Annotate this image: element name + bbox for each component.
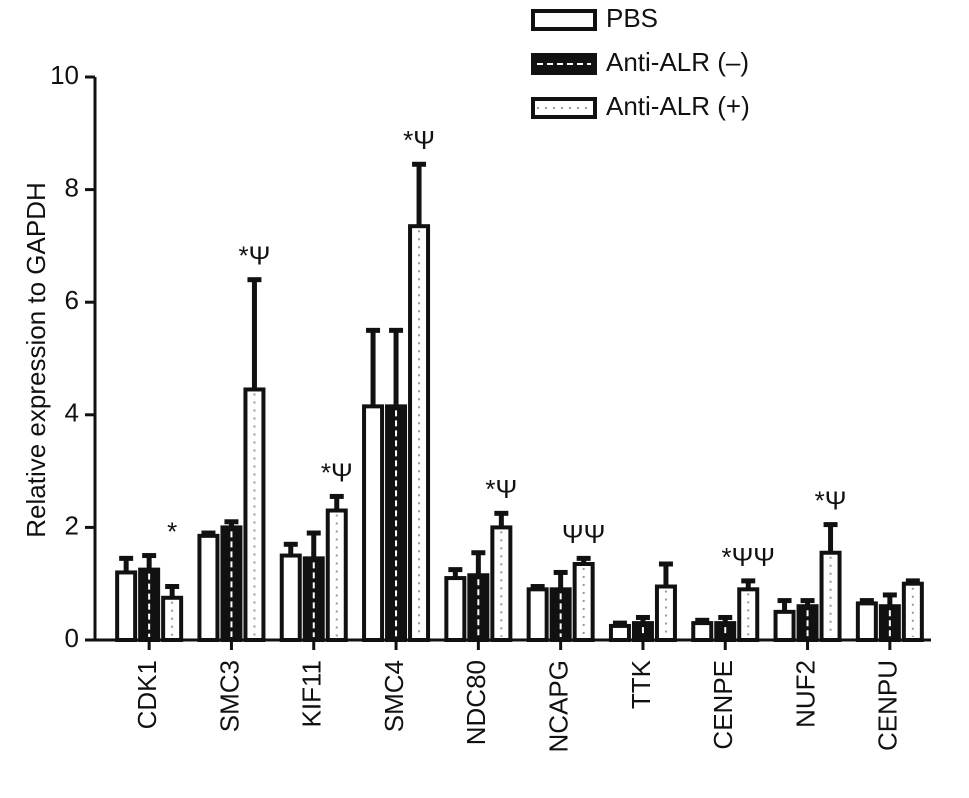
x-tick-label: NUF2 <box>790 660 820 728</box>
y-tick-label: 2 <box>65 510 79 540</box>
bar <box>302 556 325 642</box>
bar <box>773 609 796 642</box>
annotation: *Ψ <box>485 474 517 504</box>
legend-swatch <box>531 9 597 31</box>
bar <box>444 576 467 643</box>
y-tick-label: 4 <box>65 398 79 428</box>
bar <box>362 404 385 643</box>
y-axis-label: Relative expression to GAPDH <box>21 182 51 537</box>
y-tick-label: 8 <box>65 172 79 202</box>
bar <box>408 224 431 642</box>
annotation: *Ψ <box>321 457 353 487</box>
bar <box>467 573 490 643</box>
legend-label: PBS <box>606 3 658 33</box>
bar <box>691 621 714 642</box>
bar <box>855 601 878 643</box>
x-tick-label: CENPU <box>873 660 903 751</box>
annotation: *Ψ <box>239 241 271 271</box>
annotation: *ΨΨ <box>721 542 775 572</box>
bar <box>819 550 842 642</box>
bar <box>325 508 348 643</box>
bar <box>115 570 138 642</box>
bar <box>608 623 631 642</box>
bar <box>279 553 302 642</box>
x-tick-label: TTK <box>626 659 656 709</box>
x-tick-label: NDC80 <box>461 660 491 745</box>
annotation: * <box>167 516 177 546</box>
bar <box>654 584 677 643</box>
x-tick-label: SMC3 <box>214 660 244 732</box>
legend-label: Anti-ALR (–) <box>606 47 749 77</box>
bar <box>490 525 513 643</box>
y-tick-label: 6 <box>65 285 79 315</box>
y-tick-label: 10 <box>50 60 79 90</box>
legend-swatch <box>531 97 597 119</box>
legend-swatch <box>531 53 597 75</box>
x-tick-label: KIF11 <box>297 660 327 727</box>
bar <box>526 587 549 643</box>
annotation: *Ψ <box>403 125 435 155</box>
x-tick-label: NCAPG <box>544 660 574 752</box>
x-tick-label: CENPE <box>708 660 738 750</box>
y-tick-label: 0 <box>65 623 79 653</box>
x-tick-label: CDK1 <box>132 660 162 729</box>
bar <box>572 561 595 642</box>
x-tick-label: SMC4 <box>379 660 409 732</box>
bar <box>737 587 760 643</box>
legend-label: Anti-ALR (+) <box>606 91 750 121</box>
bar <box>197 533 220 642</box>
annotation: *Ψ <box>815 485 847 515</box>
annotation: ΨΨ <box>562 519 605 549</box>
